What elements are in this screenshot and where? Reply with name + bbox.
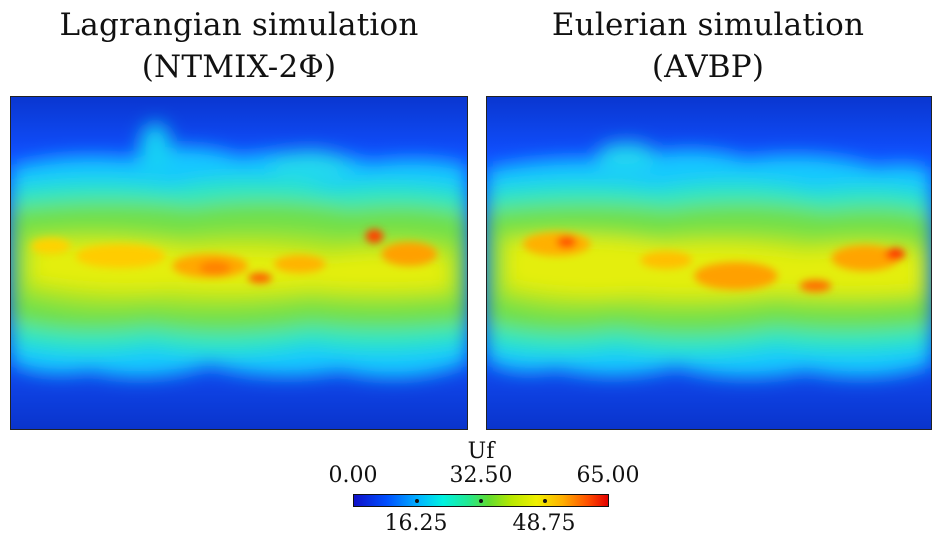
colorbar-high-label: 48.75 xyxy=(512,511,576,536)
right-panel-title: Eulerian simulation (AVBP) xyxy=(484,4,932,88)
colorbar-variable-label: Uf xyxy=(467,439,495,464)
colorbar xyxy=(353,494,609,507)
colorbar-tick-16 xyxy=(415,499,419,503)
colorbar-tick-48 xyxy=(543,499,547,503)
colorbar-min-label: 0.00 xyxy=(328,463,378,488)
left-title-line1: Lagrangian simulation xyxy=(59,7,419,43)
colorbar-max-label: 65.00 xyxy=(576,463,640,488)
right-title-line1: Eulerian simulation xyxy=(551,7,865,43)
right-title-line2: (AVBP) xyxy=(651,49,765,85)
colorbar-mid-label: 32.50 xyxy=(449,463,513,488)
lagrangian-field-image xyxy=(10,96,468,430)
colorbar-low-label: 16.25 xyxy=(384,511,448,536)
colorbar-tick-32 xyxy=(479,499,483,503)
left-title-line2: (NTMIX-2Φ) xyxy=(141,49,337,85)
eulerian-field-image xyxy=(486,96,932,430)
left-panel-title: Lagrangian simulation (NTMIX-2Φ) xyxy=(8,4,470,88)
